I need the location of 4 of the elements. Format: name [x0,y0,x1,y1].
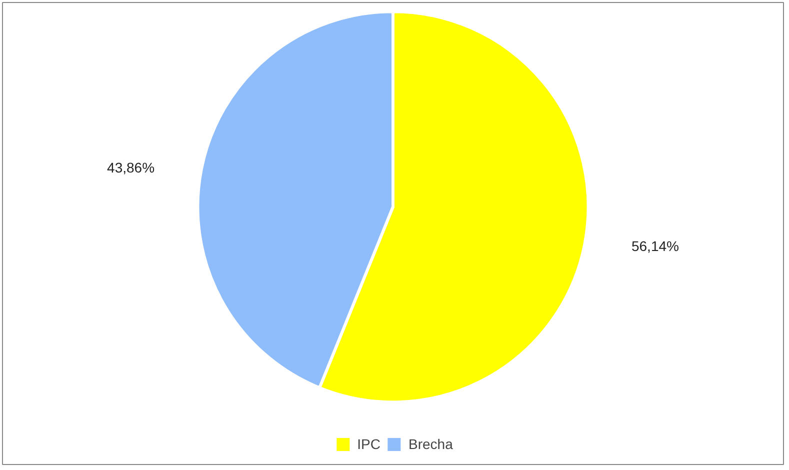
data-label: 43,86% [107,160,155,176]
legend-label: IPC [357,436,380,452]
data-label: 56,14% [631,238,679,254]
legend-label: Brecha [408,436,453,452]
